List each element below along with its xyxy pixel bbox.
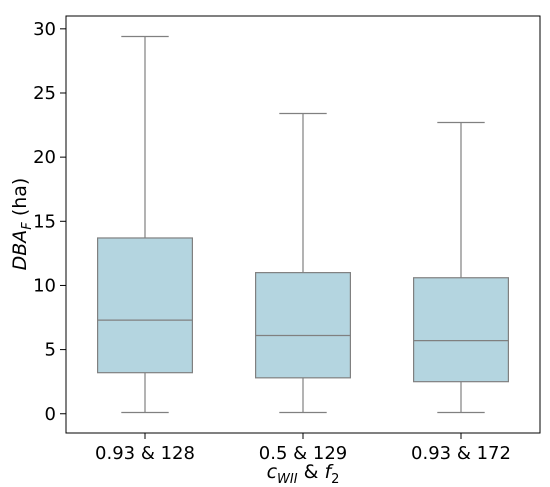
x-tick-label: 0.93 & 172 xyxy=(411,443,511,464)
y-tick-label: 15 xyxy=(33,211,56,232)
y-tick-label: 20 xyxy=(33,147,56,168)
y-tick-label: 10 xyxy=(33,275,56,296)
y-tick-label: 30 xyxy=(33,19,56,40)
x-axis-label: cWII & f2 xyxy=(267,461,340,487)
box xyxy=(255,272,352,379)
x-tick-label: 0.5 & 129 xyxy=(259,443,347,464)
x-axis: 0.93 & 128 0.5 & 129 0.93 & 172 xyxy=(95,433,511,464)
box xyxy=(413,277,510,383)
x-tick-label: 0.93 & 128 xyxy=(95,443,195,464)
y-axis: 0 5 10 15 20 25 30 xyxy=(33,19,66,425)
box-group xyxy=(413,121,510,414)
y-axis-label: DBAF (ha) xyxy=(9,178,35,271)
boxes xyxy=(96,35,510,414)
box-group xyxy=(255,112,352,414)
y-tick-label: 0 xyxy=(45,404,56,425)
y-tick-label: 25 xyxy=(33,83,56,104)
box xyxy=(96,237,194,374)
y-tick-label: 5 xyxy=(45,340,56,361)
box-group xyxy=(96,35,194,414)
